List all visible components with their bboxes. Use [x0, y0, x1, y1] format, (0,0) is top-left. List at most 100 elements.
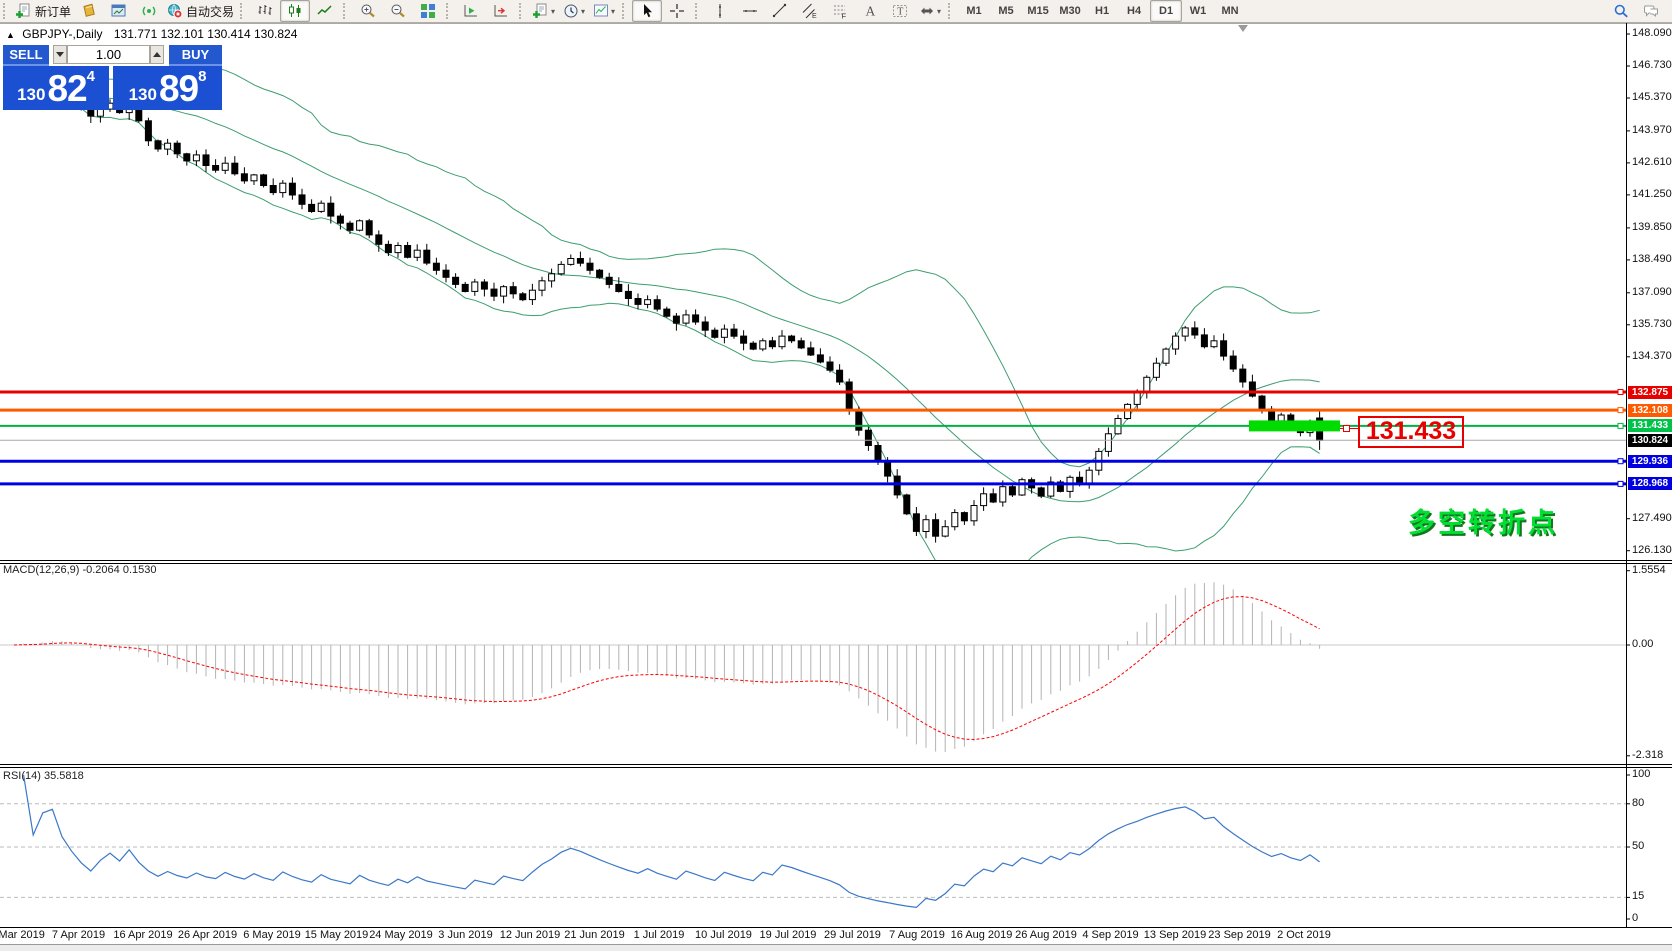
- svg-text:T: T: [897, 7, 903, 18]
- text-label-icon: T: [892, 3, 908, 19]
- indicators-button[interactable]: ▾: [529, 0, 559, 22]
- level-callout-handle[interactable]: [1343, 425, 1350, 432]
- fibonacci-button[interactable]: F: [825, 0, 855, 22]
- timeframe-w1-button[interactable]: W1: [1189, 5, 1207, 17]
- search-icon: [1613, 3, 1629, 19]
- search-button[interactable]: [1606, 0, 1636, 22]
- vertical-line-button[interactable]: [705, 0, 735, 22]
- buy-price-point: 8: [198, 68, 207, 85]
- buy-button[interactable]: BUY: [169, 45, 222, 66]
- dropdown-caret-icon: ▾: [581, 6, 586, 16]
- chart-note-text[interactable]: 多空转折点: [1408, 508, 1558, 538]
- periods-button[interactable]: ▾: [559, 0, 589, 22]
- zoom-out-button[interactable]: [383, 0, 413, 22]
- new-order-label: 新订单: [35, 4, 72, 19]
- sell-price-display[interactable]: 130 82 4: [3, 66, 109, 110]
- line-chart-icon: [317, 3, 333, 19]
- candle-chart-icon: [287, 3, 303, 19]
- cursor-icon: [639, 3, 655, 19]
- timeframe-m30-button[interactable]: M30: [1059, 5, 1081, 17]
- timeframe-mn-button[interactable]: MN: [1221, 5, 1239, 17]
- chart-shift-marker[interactable]: [1238, 25, 1248, 32]
- timeframe-d1-button[interactable]: D1: [1150, 0, 1183, 22]
- chat-button[interactable]: [1636, 0, 1666, 22]
- equidistant-channel-button[interactable]: E: [795, 0, 825, 22]
- svg-text:F: F: [842, 12, 847, 20]
- text-icon: A: [862, 3, 878, 19]
- autotrade-button[interactable]: 自动交易: [164, 0, 237, 22]
- bar-chart-button[interactable]: [250, 0, 280, 22]
- book-button[interactable]: [74, 0, 104, 22]
- buy-price-figure: 130: [128, 85, 157, 104]
- tile-windows-icon: [420, 3, 436, 19]
- zoom-in-button[interactable]: [353, 0, 383, 22]
- toolbar-right-group: [1606, 0, 1666, 22]
- toolbar-grip: [948, 3, 954, 19]
- dropdown-caret-icon: ▾: [551, 6, 556, 16]
- new-order-icon: [16, 3, 32, 19]
- toolbar-grip: [446, 3, 452, 19]
- toolbar-grip: [519, 3, 525, 19]
- new-order-button[interactable]: 新订单: [13, 0, 74, 22]
- chart-title-line: ▲ GBPJPY-,Daily 131.771 132.101 130.414 …: [6, 27, 297, 41]
- line-chart-button[interactable]: [310, 0, 340, 22]
- window-bottom-edge: [0, 944, 1672, 951]
- horizontal-line-button[interactable]: [735, 0, 765, 22]
- chart-shift-button[interactable]: [456, 0, 486, 22]
- one-click-trading-panel: SELL BUY 130 82 4 130 89 8: [3, 45, 222, 131]
- svg-text:A: A: [866, 4, 876, 19]
- templates-icon: [593, 3, 609, 19]
- bar-chart-icon: [257, 3, 273, 19]
- zoom-out-icon: [390, 3, 406, 19]
- macd-indicator-label: MACD(12,26,9) -0.2064 0.1530: [3, 564, 157, 576]
- arrows-button[interactable]: ▾: [915, 0, 945, 22]
- crosshair-button[interactable]: [662, 0, 692, 22]
- volume-decrease-button[interactable]: [53, 45, 67, 64]
- chart-window: 148.090 146.730 145.370 143.970 142.610 141.2…: [0, 23, 1672, 951]
- buy-price-display[interactable]: 130 89 8: [113, 66, 222, 110]
- chart-shift-icon: [463, 3, 479, 19]
- collapse-panel-arrow[interactable]: ▲: [6, 30, 15, 40]
- volume-input[interactable]: [67, 45, 150, 64]
- symbol-name: GBPJPY-,Daily: [22, 27, 103, 41]
- dropdown-caret-icon: ▾: [611, 6, 616, 16]
- ohlc-values: 131.771 132.101 130.414 130.824: [113, 27, 298, 41]
- fibonacci-icon: F: [832, 3, 848, 19]
- signal-button[interactable]: [134, 0, 164, 22]
- vertical-line-icon: [712, 3, 728, 19]
- triangle-up-icon: [153, 52, 161, 57]
- equidistant-channel-icon: E: [802, 3, 818, 19]
- chat-icon: [1643, 3, 1659, 19]
- triangle-down-icon: [56, 52, 64, 57]
- toolbar-grip: [695, 3, 701, 19]
- sell-price-pips: 82: [47, 68, 87, 109]
- candle-chart-button[interactable]: [280, 0, 311, 22]
- templates-button[interactable]: ▾: [589, 0, 619, 22]
- toolbar-grip: [240, 3, 246, 19]
- cursor-button[interactable]: [632, 0, 663, 22]
- tile-windows-button[interactable]: [413, 0, 443, 22]
- timeframe-m15-button[interactable]: M15: [1027, 5, 1049, 17]
- text-button[interactable]: A: [855, 0, 885, 22]
- timeframe-m1-button[interactable]: M1: [966, 5, 982, 17]
- signal-icon: [141, 3, 157, 19]
- sell-price-figure: 130: [17, 85, 46, 104]
- trend-line-button[interactable]: [765, 0, 795, 22]
- level-callout-box[interactable]: 131.433: [1358, 416, 1464, 448]
- sell-button[interactable]: SELL: [3, 45, 49, 66]
- auto-scroll-button[interactable]: [486, 0, 516, 22]
- price-chart-canvas: [0, 23, 1672, 951]
- timeframe-h4-button[interactable]: H4: [1127, 5, 1142, 17]
- crosshair-icon: [669, 3, 685, 19]
- periods-icon: [563, 3, 579, 19]
- text-label-button[interactable]: T: [885, 0, 915, 22]
- zoom-in-icon: [360, 3, 376, 19]
- main-toolbar: 新订单 自动交易 ▾ ▾ ▾ E F A T ▾ M1 M5 M15 M30 H1 H4 D1 W1 MN: [0, 0, 1672, 23]
- timeframe-h1-button[interactable]: H1: [1095, 5, 1110, 17]
- toolbar-grip: [3, 3, 9, 19]
- new-chart-button[interactable]: [104, 0, 134, 22]
- auto-scroll-icon: [493, 3, 509, 19]
- volume-increase-button[interactable]: [150, 45, 164, 64]
- timeframe-m5-button[interactable]: M5: [998, 5, 1014, 17]
